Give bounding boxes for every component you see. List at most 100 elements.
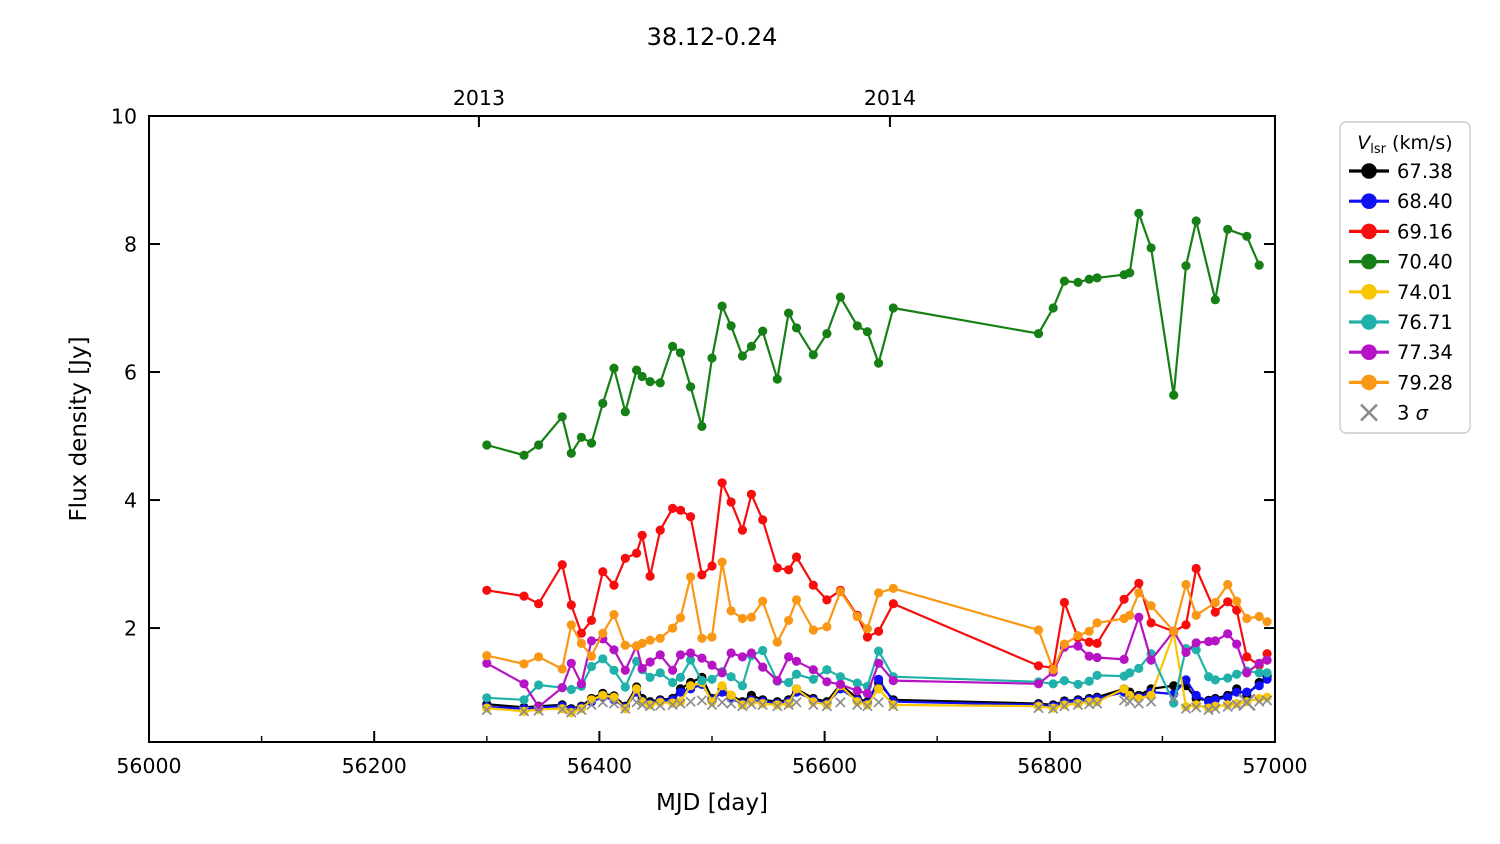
data-point-marker-74.01: [791, 684, 802, 694]
data-point-marker-76.71: [852, 678, 862, 688]
data-point-marker-74.01: [746, 697, 757, 707]
data-point-marker-77.34: [822, 677, 832, 687]
data-point-marker-69.16: [862, 632, 873, 642]
sigma-x-marker: [1047, 703, 1059, 714]
data-point-marker-76.71: [874, 646, 884, 656]
sigma-x-marker: [1261, 695, 1273, 706]
data-point-marker-70.40: [1223, 224, 1233, 234]
data-point-marker-79.28: [746, 612, 757, 622]
data-point-marker-69.16: [675, 505, 686, 515]
sigma-x-marker: [737, 700, 748, 712]
data-point-marker-69.16: [888, 599, 898, 609]
data-point-marker-70.40: [758, 326, 768, 336]
data-point-marker-70.40: [772, 374, 782, 384]
data-point-marker-76.71: [784, 677, 794, 688]
data-point-marker-68.40: [1262, 674, 1272, 684]
sigma-x-marker: [1072, 699, 1084, 711]
legend-entry-label: 79.28: [1397, 371, 1453, 394]
data-point-marker-76.71: [835, 672, 846, 682]
data-point-marker-79.28: [1254, 611, 1264, 622]
axes-background: [149, 116, 1275, 742]
data-point-marker-69.16: [632, 548, 642, 558]
data-point-marker-77.34: [1210, 636, 1220, 646]
data-point-marker-76.71: [519, 695, 529, 705]
data-point-marker-79.28: [852, 611, 862, 622]
data-point-marker-70.40: [632, 365, 642, 375]
legend-entry-74.01: 74.01: [1349, 281, 1453, 304]
data-point-marker-74.01: [1210, 701, 1220, 711]
data-point-marker-79.28: [835, 587, 846, 597]
data-point-marker-74.01: [1232, 699, 1242, 709]
data-point-marker-74.01: [822, 700, 832, 710]
legend-entry-label: 77.34: [1397, 341, 1453, 364]
data-point-marker-76.71: [482, 693, 492, 703]
data-point-marker-70.40: [1191, 216, 1201, 226]
data-point-marker-79.28: [888, 583, 898, 594]
x-axis-tick-label: 56400: [567, 754, 632, 778]
data-point-marker-76.71: [1092, 670, 1102, 681]
sigma-x-marker: [1180, 703, 1192, 714]
sigma-x-marker: [644, 700, 656, 712]
data-point-marker-70.40: [586, 438, 597, 448]
data-point-marker-69.16: [598, 567, 608, 577]
data-point-marker-79.28: [1242, 613, 1252, 624]
legend-swatch-marker: [1361, 374, 1377, 391]
data-point-marker-69.16: [1146, 618, 1156, 628]
data-point-marker-77.34: [791, 656, 802, 666]
data-point-marker-70.40: [726, 321, 736, 331]
sigma-x-marker: [772, 700, 783, 712]
data-point-marker-68.40: [1254, 681, 1264, 691]
data-point-marker-69.16: [620, 553, 630, 563]
data-point-marker-76.71: [1254, 668, 1264, 678]
data-point-marker-69.16: [746, 489, 757, 499]
data-point-marker-74.01: [1191, 700, 1201, 710]
data-point-marker-70.40: [566, 448, 576, 458]
data-point-marker-76.71: [668, 677, 678, 688]
sigma-x-marker: [655, 700, 666, 711]
data-point-marker-70.40: [1254, 260, 1264, 270]
data-point-marker-76.71: [808, 674, 818, 684]
data-point-marker-76.71: [758, 645, 768, 656]
data-point-marker-74.01: [1223, 700, 1233, 710]
data-point-marker-77.34: [862, 688, 873, 699]
data-point-marker-76.71: [1169, 698, 1179, 708]
data-point-marker-74.01: [1134, 693, 1144, 704]
x-axis-tick-label: 56200: [342, 754, 407, 778]
data-point-marker-79.28: [874, 588, 884, 598]
data-point-marker-79.28: [586, 651, 597, 661]
data-point-marker-76.71: [1073, 679, 1083, 690]
data-point-marker-69.16: [1262, 649, 1272, 659]
data-point-marker-76.71: [822, 665, 832, 675]
data-point-marker-77.34: [726, 648, 736, 658]
sigma-x-marker: [518, 706, 530, 717]
sigma-x-marker: [557, 704, 568, 715]
data-point-marker-77.34: [557, 683, 567, 693]
data-point-marker-76.71: [645, 672, 655, 683]
sigma-x-marker: [821, 700, 833, 712]
data-point-marker-79.28: [557, 664, 567, 674]
sigma-x-marker: [1190, 702, 1202, 713]
data-point-marker-77.34: [1191, 638, 1201, 648]
data-point-marker-79.28: [1232, 596, 1242, 606]
plot-area: 56000 56200 56400 56600 56800 57000 2 4 6 8 10 2013…: [111, 86, 1308, 778]
data-point-marker-70.40: [784, 308, 794, 318]
sigma-x-marker: [835, 697, 846, 708]
data-point-marker-77.34: [772, 676, 782, 686]
data-point-marker-79.28: [598, 628, 608, 638]
data-point-marker-76.71: [1084, 676, 1094, 686]
data-point-marker-77.34: [1134, 612, 1144, 622]
data-point-marker-77.34: [746, 648, 757, 658]
data-point-marker-77.34: [576, 679, 587, 689]
data-point-marker-77.34: [519, 679, 529, 689]
data-point-marker-74.01: [1059, 700, 1069, 710]
legend-swatch-marker: [1361, 314, 1377, 330]
data-point-marker-79.28: [1191, 610, 1201, 620]
data-point-marker-77.34: [1204, 636, 1214, 647]
y-axis-tick-label: 6: [124, 361, 137, 385]
sigma-x-marker: [1059, 700, 1070, 712]
data-point-marker-74.01: [1073, 699, 1083, 709]
data-point-marker-74.01: [726, 690, 736, 700]
data-point-marker-68.40: [675, 687, 686, 697]
